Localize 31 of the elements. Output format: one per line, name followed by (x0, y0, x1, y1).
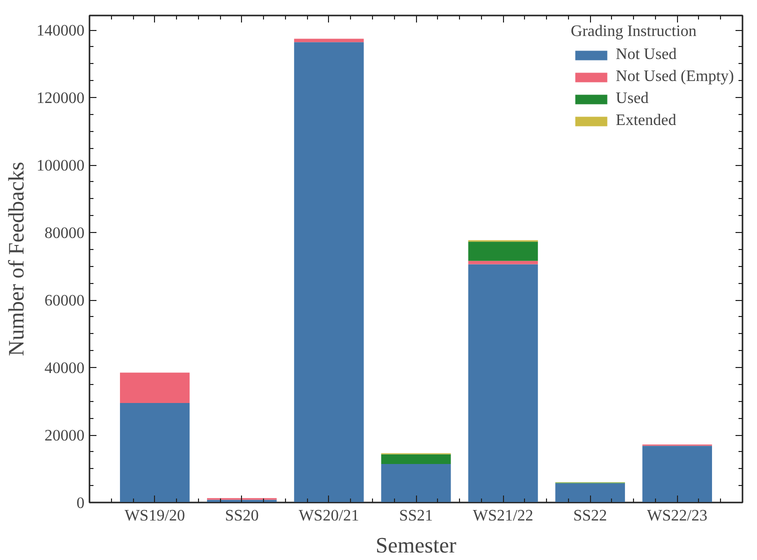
x-tick-label: SS21 (399, 508, 433, 524)
bar (642, 446, 712, 502)
x-tick-label: WS20/21 (298, 508, 360, 524)
x-tick-label: SS20 (224, 508, 259, 524)
x-tick-label: WS19/20 (124, 508, 186, 524)
bar (120, 372, 190, 403)
x-tick-label: SS22 (573, 508, 608, 524)
legend-label: Not Used (616, 46, 677, 64)
y-tick-label: 60000 (44, 292, 84, 310)
bar (294, 42, 364, 502)
legend-label: Extended (616, 112, 676, 130)
y-tick-label: 80000 (44, 225, 84, 242)
y-tick-label: 120000 (36, 90, 84, 108)
legend-label: Used (616, 90, 649, 108)
y-tick-label: 40000 (44, 360, 84, 378)
y-tick-label: 0 (76, 495, 84, 512)
y-tick-label: 140000 (36, 22, 84, 40)
y-tick-label: 20000 (44, 428, 84, 444)
bar (381, 464, 451, 502)
y-tick-label: 100000 (36, 158, 84, 175)
bar (381, 454, 451, 464)
legend-title: Grading Instruction (570, 23, 698, 41)
y-axis-title: Number of Feedbacks (4, 162, 28, 356)
bar (468, 264, 538, 502)
bar (468, 242, 538, 261)
bar (120, 402, 190, 502)
x-tick-label: WS21/22 (472, 508, 534, 524)
legend-label: Not Used (Empty) (616, 68, 734, 86)
bar (555, 483, 625, 502)
x-tick-label: WS22/23 (646, 508, 708, 524)
x-axis-title: Semester (376, 532, 457, 558)
